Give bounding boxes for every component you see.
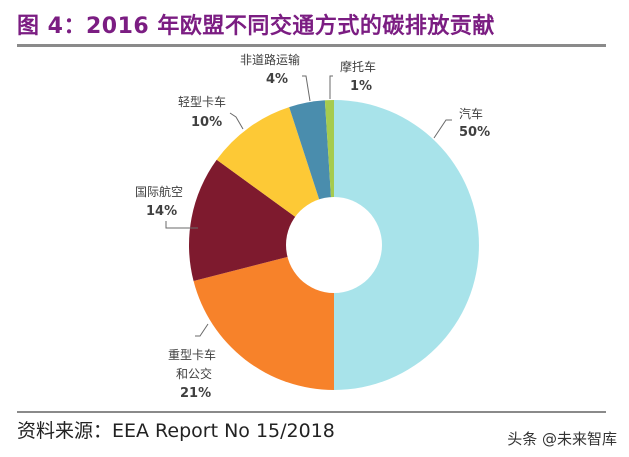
source-note: 资料来源：EEA Report No 15/2018 bbox=[17, 420, 335, 442]
label-hgv-name2: 和公交 bbox=[176, 366, 212, 381]
label-moto-pct: 1% bbox=[350, 79, 372, 94]
donut-hole bbox=[286, 197, 382, 293]
chart-title: 图 4：2016 年欧盟不同交通方式的碳排放贡献 bbox=[17, 14, 495, 39]
leader-lines bbox=[165, 75, 452, 337]
label-car-pct: 50% bbox=[459, 125, 490, 140]
label-aviation-name: 国际航空 bbox=[135, 184, 183, 199]
bottom-divider bbox=[17, 411, 606, 413]
label-moto-name: 摩托车 bbox=[340, 59, 376, 74]
slice-1 bbox=[193, 245, 334, 390]
watermark: 头条 @未来智库 bbox=[507, 430, 617, 448]
label-hgv-name: 重型卡车 bbox=[168, 347, 216, 362]
slice-0 bbox=[334, 100, 479, 390]
label-car-name: 汽车 bbox=[459, 106, 483, 121]
label-lcv-name: 轻型卡车 bbox=[178, 94, 226, 109]
label-aviation-pct: 14% bbox=[146, 204, 177, 219]
label-lcv-pct: 10% bbox=[191, 115, 222, 130]
label-hgv-pct: 21% bbox=[180, 386, 211, 401]
top-divider bbox=[17, 44, 606, 47]
label-nonroad-pct: 4% bbox=[266, 72, 288, 87]
label-nonroad-name: 非道路运输 bbox=[240, 52, 300, 67]
